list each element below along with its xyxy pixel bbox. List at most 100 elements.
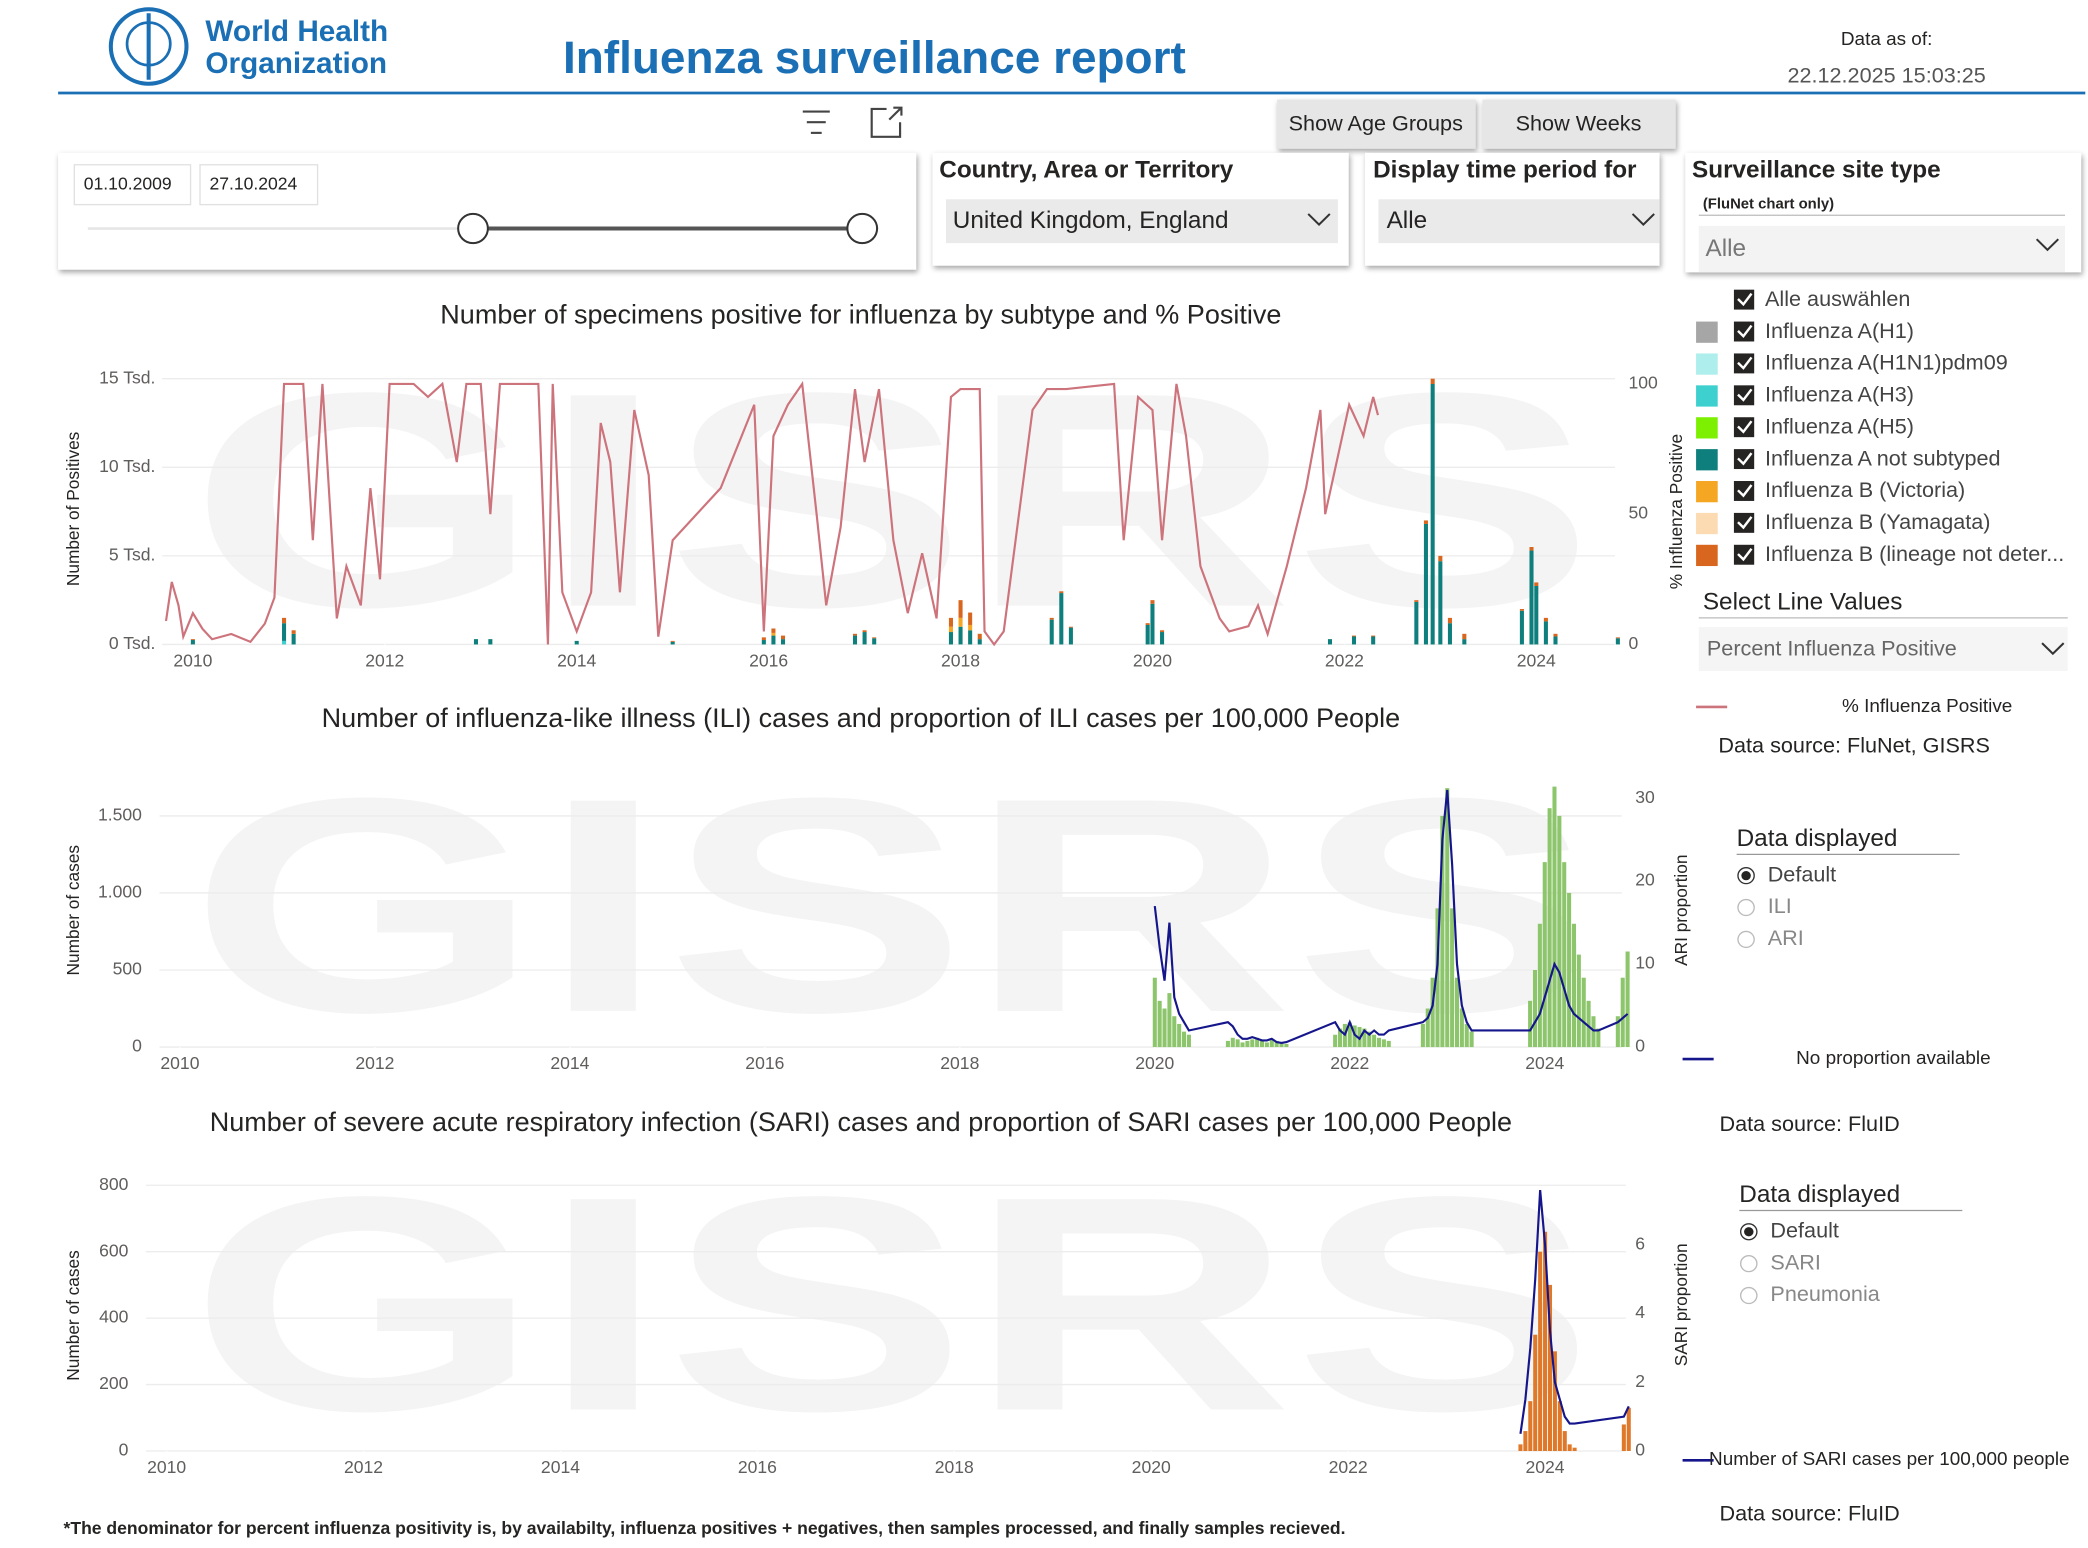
chevron: [1631, 213, 1655, 226]
date-end-box[interactable]: [199, 164, 319, 206]
slider-handle[interactable]: [846, 212, 879, 245]
radio[interactable]: [1739, 1255, 1758, 1273]
legend-label[interactable]: Influenza A(H3): [1765, 383, 1914, 407]
radio-group-label: Data displayed: [1737, 825, 1898, 852]
bar: [1543, 621, 1548, 645]
checkbox[interactable]: [1733, 353, 1755, 374]
bar: [1534, 582, 1539, 586]
checkbox[interactable]: [1733, 481, 1755, 501]
checkbox[interactable]: [1733, 385, 1755, 406]
chevron: [1307, 213, 1331, 226]
bar: [1533, 1334, 1538, 1452]
country-label: Country, Area or Territory: [939, 157, 1234, 184]
bar: [1572, 1447, 1577, 1452]
bar: [1547, 1284, 1553, 1452]
legend-label[interactable]: Influenza B (Yamagata): [1765, 510, 1991, 534]
bar: [771, 628, 776, 633]
x-tick-label: 2022: [1329, 1457, 1368, 1477]
legend-label[interactable]: Influenza A(H5): [1765, 415, 1914, 439]
bar: [1430, 384, 1435, 645]
watermark: GISRS: [189, 1134, 1595, 1475]
bar: [1547, 808, 1552, 1048]
check: [1737, 484, 1753, 498]
legend-label[interactable]: Influenza B (Victoria): [1765, 478, 1965, 502]
bar: [1523, 1431, 1528, 1452]
button-label: Show Age Groups: [1289, 112, 1463, 136]
bar: [291, 630, 296, 634]
bar: [977, 633, 982, 640]
radio-dot: [1744, 1227, 1754, 1237]
site-dropdown[interactable]: Alle: [1698, 225, 2066, 273]
bar: [1519, 610, 1524, 645]
date-end: 27.10.2024: [209, 173, 297, 193]
bar: [958, 600, 963, 618]
checkbox[interactable]: [1733, 544, 1755, 565]
filter-icon[interactable]: [802, 110, 830, 134]
bar: [1376, 1037, 1382, 1048]
check: [1737, 388, 1753, 402]
y-tick-label: 10 Tsd.: [99, 456, 155, 476]
legend-label[interactable]: Influenza A not subtyped: [1765, 447, 2001, 471]
checkbox[interactable]: [1733, 289, 1755, 310]
radio-label[interactable]: Pneumonia: [1770, 1282, 1879, 1306]
y2-tick-label: 6: [1635, 1234, 1645, 1254]
bar: [1440, 815, 1445, 1048]
radio[interactable]: [1737, 898, 1755, 917]
check: [1737, 324, 1753, 338]
bar: [1327, 639, 1333, 645]
bar: [1186, 1034, 1191, 1048]
bar: [1529, 550, 1534, 645]
bar: [761, 637, 766, 641]
country-dropdown[interactable]: United Kingdom, England: [946, 199, 1338, 244]
select-all[interactable]: Alle auswählen: [1765, 287, 1910, 311]
data-as-of: 22.12.2025 15:03:25: [1787, 64, 1985, 88]
slider-handle[interactable]: [457, 212, 489, 245]
radio[interactable]: [1739, 1286, 1758, 1305]
icon-stroke: [870, 106, 903, 138]
radio-label[interactable]: ILI: [1768, 894, 1792, 918]
x-tick-label: 2010: [147, 1457, 186, 1477]
line: [164, 380, 1380, 647]
bar: [1351, 636, 1357, 645]
data-source: Data source: FluID: [1719, 1112, 1899, 1136]
x-tick-label: 2016: [738, 1457, 777, 1477]
line-values-dropdown[interactable]: Percent Influenza Positive: [1698, 627, 2068, 672]
radio-label[interactable]: Default: [1768, 862, 1837, 886]
check: [1737, 292, 1753, 307]
bar: [1615, 1016, 1620, 1048]
date-start: 01.10.2009: [84, 173, 172, 193]
x-tick-label: 2020: [1132, 1457, 1171, 1477]
checkbox[interactable]: [1733, 512, 1755, 533]
show-weeks-button[interactable]: Show Weeks: [1482, 99, 1676, 149]
bar: [1157, 1000, 1162, 1048]
x-tick-label: 2010: [173, 650, 212, 670]
checkbox[interactable]: [1733, 417, 1755, 438]
checkbox[interactable]: [1733, 321, 1755, 342]
legend-label[interactable]: Influenza A(H1): [1765, 319, 1914, 343]
bar: [1264, 1042, 1269, 1048]
bar: [282, 640, 287, 645]
bar: [1420, 1023, 1425, 1048]
bar: [1225, 1040, 1230, 1048]
bar: [1049, 617, 1054, 620]
x-tick-label: 2016: [749, 650, 788, 670]
bar: [1586, 1000, 1591, 1048]
dropdown-box: [1698, 225, 2066, 273]
show-age-groups-button[interactable]: Show Age Groups: [1277, 99, 1476, 149]
checkbox[interactable]: [1733, 449, 1755, 470]
focus-mode-icon[interactable]: [870, 106, 903, 138]
radio-dot: [1741, 870, 1751, 881]
period-label: Display time period for: [1373, 157, 1637, 184]
bar: [948, 617, 953, 627]
check: [1737, 356, 1753, 370]
radio-label[interactable]: SARI: [1770, 1250, 1820, 1274]
date-start-box[interactable]: [73, 164, 192, 206]
radio[interactable]: [1737, 930, 1755, 949]
period-dropdown[interactable]: Alle: [1378, 199, 1660, 244]
radio-label[interactable]: Default: [1770, 1219, 1839, 1243]
legend-label[interactable]: Influenza A(H1N1)pdm09: [1765, 351, 2008, 375]
radio-label[interactable]: ARI: [1768, 926, 1804, 950]
y2-tick-label: 4: [1635, 1302, 1645, 1322]
site-label: Surveillance site type: [1692, 157, 1941, 184]
legend-label[interactable]: Influenza B (lineage not deter...: [1765, 542, 2064, 566]
